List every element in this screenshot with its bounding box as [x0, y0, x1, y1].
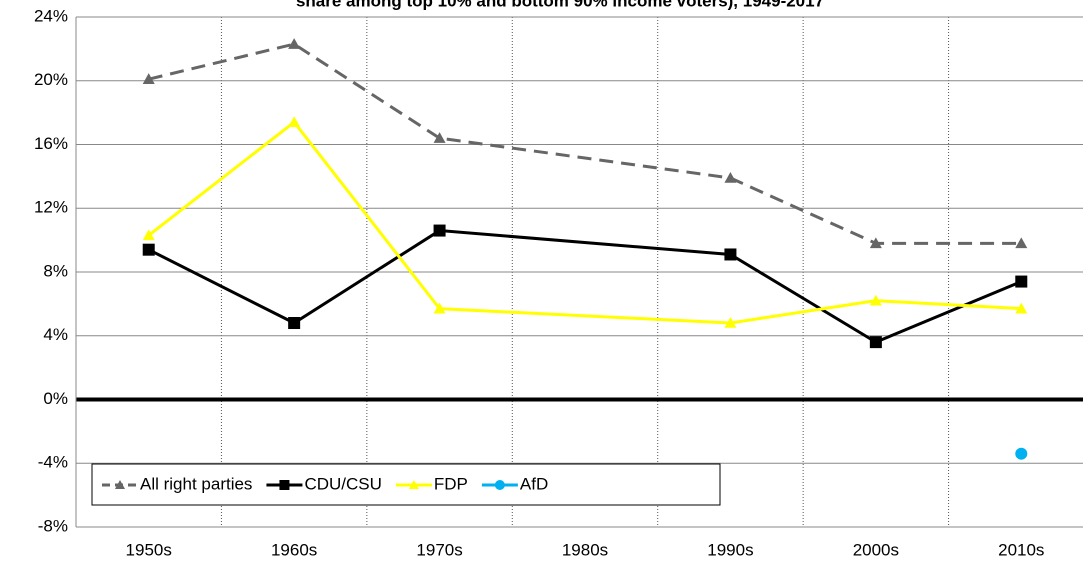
- marker: [288, 116, 301, 127]
- x-tick-label: 1980s: [562, 540, 608, 559]
- marker: [1015, 447, 1028, 460]
- marker: [1015, 275, 1028, 288]
- marker: [115, 480, 125, 489]
- marker: [288, 38, 301, 49]
- x-tick-label: 1950s: [126, 540, 172, 559]
- marker: [1015, 302, 1028, 314]
- marker: [494, 480, 505, 490]
- y-tick-label: 12%: [34, 198, 68, 217]
- marker: [288, 317, 301, 329]
- y-tick-label: 20%: [34, 70, 68, 89]
- marker: [279, 480, 290, 490]
- x-tick-label: 2000s: [853, 540, 899, 559]
- x-tick-label: 1990s: [707, 540, 753, 559]
- y-tick-label: 4%: [43, 325, 68, 344]
- y-tick-label: 16%: [34, 134, 68, 153]
- marker: [724, 248, 737, 261]
- marker: [869, 237, 882, 249]
- marker: [433, 302, 446, 314]
- marker: [869, 336, 882, 349]
- marker: [724, 317, 737, 328]
- marker: [142, 229, 155, 241]
- marker: [142, 243, 155, 256]
- y-tick-label: 0%: [43, 389, 68, 408]
- series-line: [148, 42, 1022, 245]
- legend-label: FDP: [434, 474, 468, 493]
- legend-label: CDU/CSU: [304, 474, 381, 493]
- marker: [142, 73, 155, 84]
- marker: [433, 132, 446, 143]
- marker: [869, 294, 882, 306]
- y-tick-label: 8%: [43, 261, 68, 280]
- marker: [724, 171, 737, 183]
- y-tick-label: 24%: [34, 6, 68, 25]
- legend-label: AfD: [520, 474, 548, 493]
- marker: [1015, 237, 1028, 249]
- y-tick-label: -8%: [38, 516, 68, 535]
- series-line: [147, 120, 1022, 325]
- marker: [433, 224, 446, 237]
- x-tick-label: 1960s: [271, 540, 317, 559]
- x-tick-label: 1970s: [416, 540, 462, 559]
- y-tick-label: -4%: [38, 453, 68, 472]
- marker: [408, 480, 419, 489]
- x-tick-label: 2010s: [998, 540, 1044, 559]
- chart-title: share among top 10% and bottom 90% incom…: [296, 0, 824, 10]
- legend-label: All right parties: [140, 474, 252, 493]
- legend: All right parties CDU/CSU FDP AfD: [91, 463, 721, 506]
- series-line: [148, 229, 1022, 344]
